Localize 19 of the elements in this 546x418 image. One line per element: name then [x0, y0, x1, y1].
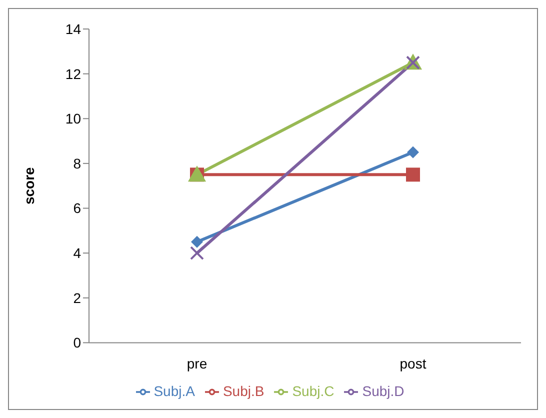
- y-tick-label: 12: [65, 66, 82, 82]
- point: [407, 146, 419, 158]
- point: [406, 168, 420, 182]
- x-tick-label: pre: [186, 356, 208, 372]
- legend-label: Subj.C: [292, 382, 334, 399]
- y-tick-label: 0: [73, 334, 82, 351]
- y-tick-label: 8: [73, 155, 82, 172]
- y-tick-label: 6: [73, 200, 82, 216]
- y-axis-title: score: [20, 166, 37, 205]
- point: [191, 236, 203, 248]
- y-tick-label: 4: [73, 245, 82, 262]
- x-tick-label: post: [400, 356, 426, 372]
- y-tick-label: 14: [65, 20, 82, 37]
- legend-label: Subj.D: [362, 382, 404, 399]
- legend-label: Subj.A: [154, 382, 195, 399]
- legend-label: Subj.B: [222, 382, 264, 399]
- y-tick-label: 2: [73, 290, 82, 306]
- point: [190, 246, 204, 260]
- y-tick-label: 10: [65, 110, 82, 127]
